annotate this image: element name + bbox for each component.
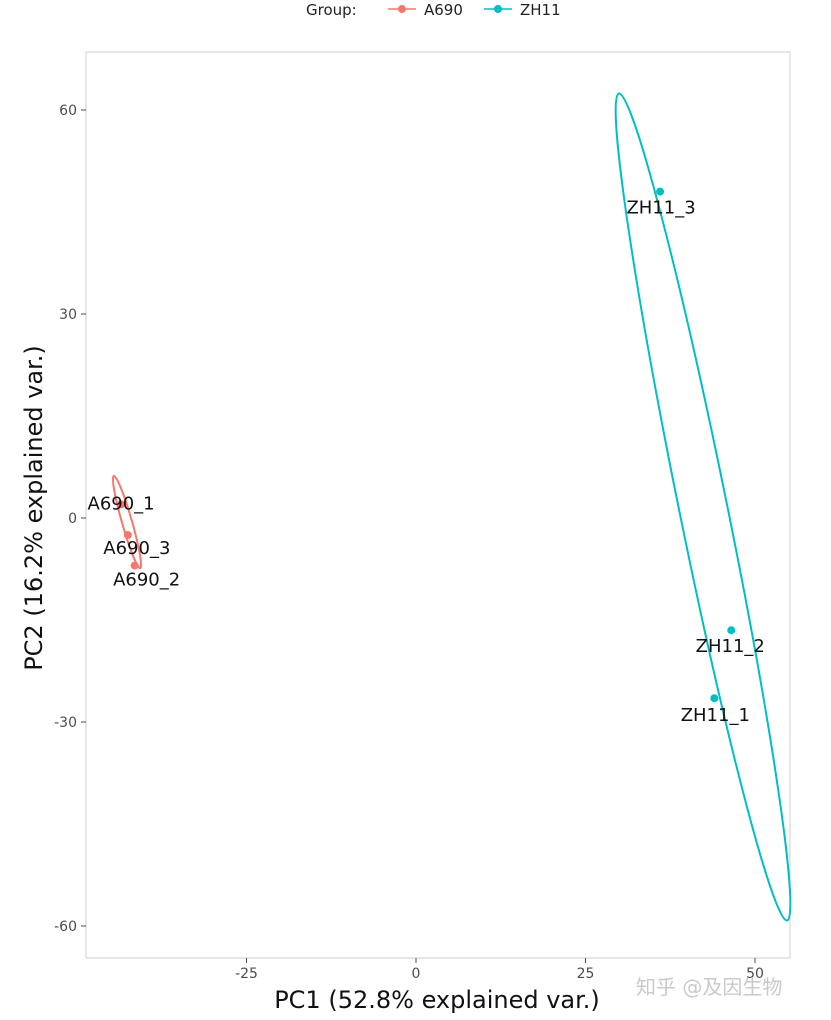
y-tick-label: -60 <box>54 919 77 935</box>
point-zh11-3 <box>656 187 665 196</box>
x-tick-label: 0 <box>412 966 421 982</box>
y-tick-label: 60 <box>59 103 77 119</box>
point-zh11-2 <box>727 626 736 635</box>
legend-label-a690: A690 <box>424 1 463 19</box>
point-a690-3 <box>123 531 132 539</box>
ellipse-a690 <box>111 474 143 570</box>
point-a690-1 <box>117 500 126 509</box>
x-axis-title: PC1 (52.8% explained var.) <box>274 986 600 1014</box>
point-label-a690-1: A690_1 <box>88 493 155 514</box>
y-tick-label: 0 <box>68 511 77 527</box>
point-labels: A690_1 A690_3 A690_2 ZH11_3 ZH11_2 ZH11_1 <box>88 198 765 727</box>
data-points <box>117 187 736 703</box>
point-label-a690-3: A690_3 <box>103 538 170 559</box>
legend-key-point-zh11 <box>494 5 502 13</box>
legend-key-point-a690 <box>398 5 406 13</box>
y-tick-label: 30 <box>59 307 77 323</box>
legend-label-zh11: ZH11 <box>520 1 561 19</box>
plot-panel <box>85 51 791 959</box>
x-tick-label: -25 <box>235 966 258 982</box>
ellipse-zh11 <box>614 92 792 922</box>
point-a690-2 <box>130 561 139 570</box>
x-tick-label: 25 <box>577 966 595 982</box>
legend: Group: A690 ZH11 <box>306 1 561 19</box>
x-axis-ticks: -25 0 25 50 <box>235 958 764 982</box>
point-label-zh11-1: ZH11_1 <box>681 705 750 726</box>
watermark-text: 知乎 @及因生物 <box>636 975 782 999</box>
y-tick-label: -30 <box>54 715 77 731</box>
point-label-zh11-3: ZH11_3 <box>626 198 695 219</box>
point-label-zh11-2: ZH11_2 <box>696 636 765 657</box>
x-tick-label: 50 <box>746 966 764 982</box>
point-label-a690-2: A690_2 <box>113 570 180 591</box>
y-axis-title: PC2 (16.2% explained var.) <box>20 345 48 671</box>
y-axis-ticks: -60 -30 0 30 60 <box>54 103 86 935</box>
point-zh11-1 <box>710 694 719 703</box>
legend-entry-zh11: ZH11 <box>484 1 561 19</box>
legend-entry-a690: A690 <box>388 1 463 19</box>
legend-title: Group: <box>306 1 357 19</box>
